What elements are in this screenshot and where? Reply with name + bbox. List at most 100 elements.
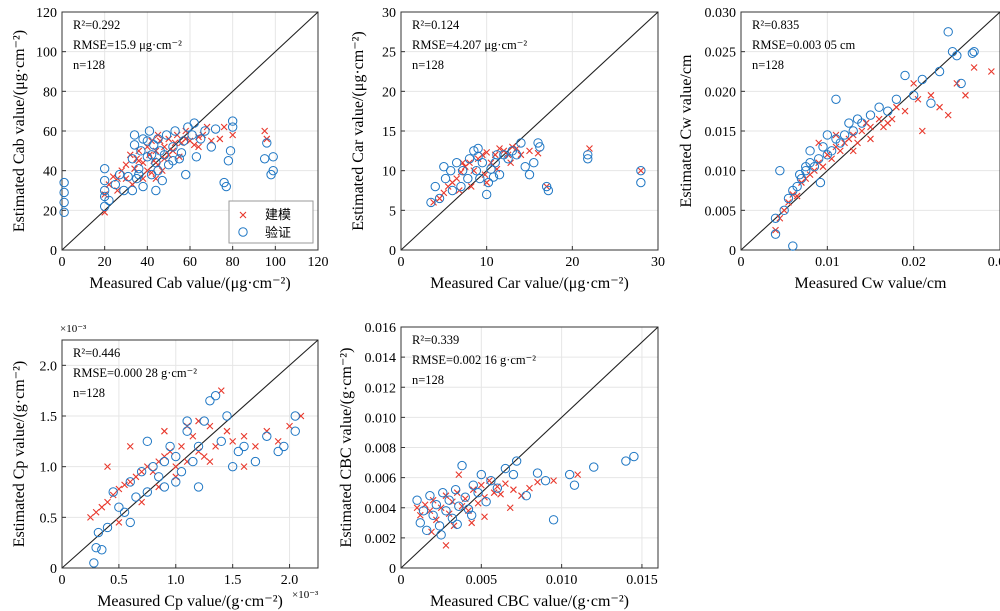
data-point-validation — [471, 165, 482, 176]
data-point-model — [526, 484, 533, 492]
data-point-validation — [457, 460, 467, 471]
data-point-validation — [835, 138, 845, 148]
data-point-validation — [589, 462, 599, 472]
x-tick-label: 0.01 — [815, 255, 840, 270]
data-point-model — [506, 504, 514, 512]
data-point-model — [132, 473, 140, 481]
data-point-model — [92, 508, 100, 516]
data-point-validation — [144, 126, 155, 136]
data-point-model — [87, 513, 94, 521]
data-point-validation — [508, 469, 519, 480]
data-point-validation — [153, 134, 163, 144]
data-point-validation — [447, 185, 458, 196]
data-point-validation — [273, 446, 283, 457]
data-point-validation — [822, 130, 833, 140]
data-point-validation — [159, 456, 170, 467]
data-point-model — [138, 498, 146, 506]
data-point-model — [481, 171, 489, 179]
data-point-validation — [59, 197, 69, 208]
data-point-validation — [110, 179, 121, 190]
data-point-validation — [165, 441, 175, 452]
data-point-validation — [142, 136, 153, 146]
chart-panel-5: 0 0.005 0.010 0.015 0 0.002 0.004 0.006 0.008 0.0… — [338, 321, 659, 610]
data-point-model — [217, 387, 225, 395]
data-point-model — [286, 422, 293, 430]
data-point-validation — [170, 126, 180, 136]
data-point-validation — [136, 146, 146, 156]
data-point-model — [483, 149, 491, 156]
chart-panel-4: 0 0.5 1.0 1.5 2.0 0 0.5 1.0 1.5 2.0 Measured Cp va… — [11, 323, 319, 610]
y-tick-label: 25 — [382, 46, 396, 61]
data-point-model — [901, 107, 909, 115]
data-point-validation — [134, 163, 144, 174]
y-tick-label: 0.006 — [365, 472, 397, 487]
data-point-validation — [171, 477, 181, 487]
data-point-validation — [943, 27, 953, 37]
data-point-model — [252, 443, 259, 450]
data-point-model — [442, 542, 450, 549]
data-point-model — [161, 427, 168, 435]
data-point-model — [828, 155, 836, 163]
y-tick-label: 0.010 — [705, 165, 737, 180]
data-point-validation — [188, 456, 198, 467]
data-point-validation — [492, 483, 503, 493]
data-point-validation — [511, 456, 522, 466]
data-point-model — [854, 139, 861, 147]
data-point-validation — [222, 411, 232, 421]
data-point-validation — [189, 118, 199, 128]
data-point-validation — [129, 130, 140, 140]
data-point-validation — [431, 500, 442, 510]
data-point-validation — [91, 543, 101, 553]
data-point-validation — [934, 66, 945, 77]
data-point-model — [220, 123, 228, 131]
stat-line: RMSE=0.003 05 cm — [752, 38, 856, 52]
data-point-validation — [290, 411, 300, 421]
data-point-validation — [157, 175, 167, 186]
data-point-validation — [486, 475, 496, 486]
data-point-validation — [529, 158, 539, 168]
legend-marker-model — [239, 211, 247, 219]
identity-line — [400, 326, 659, 569]
data-point-validation — [801, 162, 811, 172]
y-tick-label: 20 — [43, 204, 57, 219]
data-point-validation — [146, 169, 157, 180]
data-point-model — [161, 143, 168, 151]
data-point-model — [429, 496, 437, 504]
data-point-validation — [481, 189, 492, 200]
data-point-validation — [475, 173, 485, 184]
data-point-model — [437, 504, 445, 512]
data-point-validation — [917, 74, 927, 85]
data-point-model — [918, 127, 926, 135]
data-point-validation — [125, 477, 135, 487]
data-point-validation — [788, 241, 798, 251]
x-tick-label: 0 — [398, 573, 405, 588]
chart-panel-3: 00.010.020.0300.0050.0100.0150.0200.0250… — [678, 6, 1000, 292]
stat-line: R²=0.835 — [752, 18, 799, 32]
data-point-model — [910, 80, 918, 87]
data-point-validation — [466, 510, 477, 520]
y-tick-label: 20 — [382, 85, 396, 100]
data-point-validation — [104, 195, 114, 206]
data-point-validation — [483, 177, 494, 188]
data-point-model — [223, 427, 231, 435]
data-point-validation — [438, 487, 448, 498]
data-point-validation — [210, 124, 221, 134]
data-point-validation — [159, 482, 170, 492]
data-point-validation — [473, 487, 483, 498]
x-tick-label: 100 — [265, 255, 286, 270]
data-point-validation — [477, 158, 488, 168]
data-point-validation — [193, 441, 204, 452]
data-point-validation — [129, 140, 140, 150]
data-point-validation — [783, 193, 794, 204]
data-point-validation — [221, 181, 231, 192]
plot-frame — [61, 339, 319, 569]
stat-line: R²=0.339 — [412, 333, 459, 347]
data-point-validation — [900, 70, 910, 81]
data-point-validation — [839, 130, 850, 140]
stat-line: RMSE=0.002 16 g·cm⁻² — [412, 353, 536, 367]
data-point-validation — [583, 154, 593, 164]
data-point-validation — [206, 142, 217, 152]
legend-label-validation: 验证 — [265, 225, 291, 240]
data-point-validation — [430, 181, 440, 192]
series-validation — [412, 451, 639, 540]
